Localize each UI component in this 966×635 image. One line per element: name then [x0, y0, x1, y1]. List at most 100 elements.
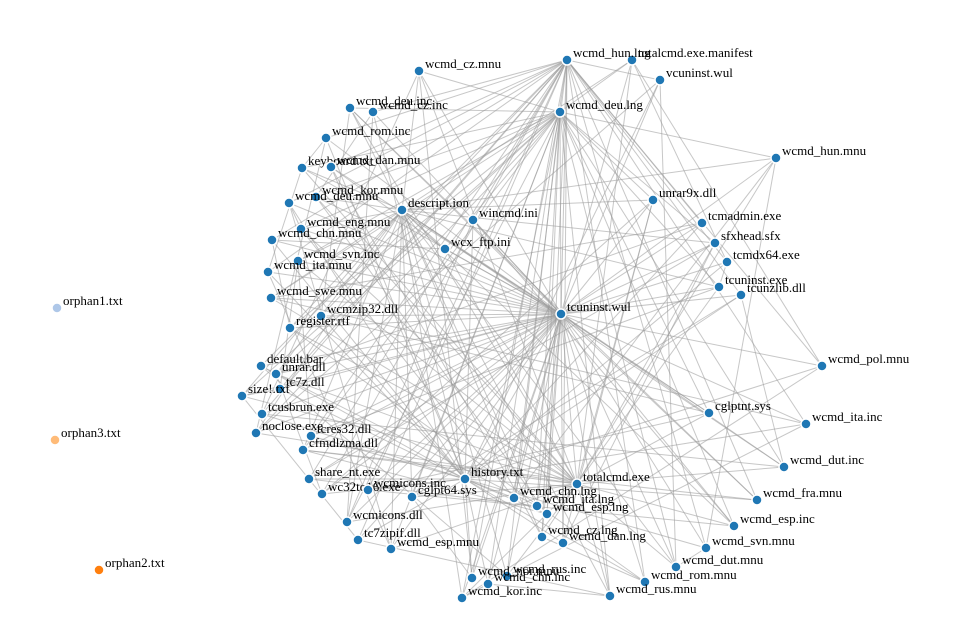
graph-node[interactable]: totalcmd.exe	[571, 469, 650, 490]
node-dot[interactable]	[466, 572, 478, 584]
node-dot[interactable]	[482, 578, 494, 590]
node-dot[interactable]	[778, 461, 790, 473]
node-dot[interactable]	[555, 308, 567, 320]
node-dot[interactable]	[352, 534, 364, 546]
graph-node[interactable]: wcmd_dut.inc	[778, 452, 864, 473]
graph-node[interactable]: wcmd_kor.mnu	[310, 182, 404, 203]
node-dot[interactable]	[315, 310, 327, 322]
node-dot[interactable]	[385, 543, 397, 555]
node-dot[interactable]	[250, 427, 262, 439]
graph-node[interactable]: noclose.exe	[250, 418, 323, 439]
graph-node[interactable]: totalcmd.exe.manifest	[626, 45, 753, 66]
graph-node[interactable]: wcmd_cz.mnu	[413, 56, 502, 77]
graph-node[interactable]: wcmd_eng.mnu	[295, 214, 391, 235]
graph-node[interactable]: wcmd_hun.mnu	[770, 143, 867, 164]
graph-node[interactable]: wcmzip32.dll	[315, 301, 399, 322]
node-dot[interactable]	[325, 161, 337, 173]
graph-node[interactable]: wcmd_kor.inc	[456, 583, 542, 604]
graph-node[interactable]: wcmd_esp.lng	[541, 499, 629, 520]
node-dot[interactable]	[320, 132, 332, 144]
graph-node[interactable]: unrar.dll	[270, 359, 326, 380]
graph-node[interactable]: wcmd_chn.lng	[508, 483, 597, 504]
node-dot[interactable]	[266, 234, 278, 246]
graph-node[interactable]: wcmd_rus.mnu	[604, 581, 697, 602]
node-dot[interactable]	[700, 542, 712, 554]
node-dot[interactable]	[639, 576, 651, 588]
node-dot[interactable]	[439, 243, 451, 255]
graph-node[interactable]: descript.ion	[396, 195, 470, 216]
node-dot[interactable]	[721, 256, 733, 268]
graph-node[interactable]: wcmd_nor.mnu	[466, 563, 560, 584]
node-dot[interactable]	[265, 292, 277, 304]
node-dot[interactable]	[406, 491, 418, 503]
node-dot[interactable]	[696, 217, 708, 229]
node-dot[interactable]	[554, 106, 566, 118]
graph-node[interactable]: wcmd_hun.lng	[561, 45, 651, 66]
node-dot[interactable]	[316, 488, 328, 500]
graph-node[interactable]: wcmd_swe.mnu	[265, 283, 362, 304]
node-dot[interactable]	[396, 204, 408, 216]
graph-node[interactable]: sfxhead.sfx	[709, 228, 781, 249]
node-dot[interactable]	[770, 152, 782, 164]
graph-node[interactable]: wcx_ftp.ini	[439, 234, 511, 255]
node-dot[interactable]	[670, 561, 682, 573]
graph-node[interactable]: wcmd_dut.mnu	[670, 552, 764, 573]
node-dot[interactable]	[735, 289, 747, 301]
graph-node[interactable]: size!.txt	[236, 381, 290, 402]
node-dot[interactable]	[344, 102, 356, 114]
graph-node[interactable]: tcunzlib.dll	[735, 280, 806, 301]
graph-node[interactable]: wcmd_cz.inc	[367, 97, 448, 118]
node-dot[interactable]	[459, 473, 471, 485]
graph-node[interactable]: wcmd_fra.mnu	[751, 485, 843, 506]
node-dot[interactable]	[270, 368, 282, 380]
node-dot[interactable]	[709, 237, 721, 249]
node-dot[interactable]	[341, 516, 353, 528]
node-dot[interactable]	[93, 564, 105, 576]
node-dot[interactable]	[310, 191, 322, 203]
node-dot[interactable]	[467, 214, 479, 226]
graph-node[interactable]: wcmicons.dll	[341, 507, 423, 528]
graph-node[interactable]: cglptnt.sys	[703, 398, 771, 419]
graph-node[interactable]: wcmd_rus.inc	[501, 561, 587, 582]
node-dot[interactable]	[255, 360, 267, 372]
graph-node[interactable]: wincmd.ini	[467, 205, 538, 226]
graph-node[interactable]: wcmd_esp.inc	[728, 511, 815, 532]
node-dot[interactable]	[541, 508, 553, 520]
node-dot[interactable]	[274, 383, 286, 395]
graph-node[interactable]: orphan2.txt	[93, 555, 165, 576]
node-dot[interactable]	[536, 531, 548, 543]
graph-node[interactable]: default.bar	[255, 351, 324, 372]
node-dot[interactable]	[283, 197, 295, 209]
graph-node[interactable]: wcmd_ita.inc	[800, 409, 883, 430]
node-dot[interactable]	[262, 266, 274, 278]
graph-node[interactable]: register.rtf	[284, 313, 350, 334]
node-dot[interactable]	[501, 570, 513, 582]
graph-node[interactable]: tcres32.dll	[305, 421, 372, 442]
graph-node[interactable]: tc7z.dll	[274, 374, 325, 395]
graph-node[interactable]: cglpt64.sys	[406, 482, 477, 503]
graph-node[interactable]: unrar9x.dll	[647, 185, 717, 206]
node-dot[interactable]	[703, 407, 715, 419]
node-dot[interactable]	[531, 500, 543, 512]
graph-node[interactable]: wcmd_cz.lng	[536, 522, 618, 543]
node-dot[interactable]	[456, 592, 468, 604]
node-dot[interactable]	[728, 520, 740, 532]
node-dot[interactable]	[413, 65, 425, 77]
graph-node[interactable]: wcmd_dan.lng	[557, 528, 646, 549]
node-dot[interactable]	[292, 255, 304, 267]
node-dot[interactable]	[305, 430, 317, 442]
node-dot[interactable]	[51, 302, 63, 314]
node-dot[interactable]	[647, 194, 659, 206]
node-dot[interactable]	[571, 478, 583, 490]
node-dot[interactable]	[284, 322, 296, 334]
graph-node[interactable]: wcmd_ita.mnu	[262, 257, 352, 278]
graph-node[interactable]: wcmd_rom.mnu	[639, 567, 737, 588]
graph-node[interactable]: vcuninst.wul	[654, 65, 733, 86]
node-dot[interactable]	[800, 418, 812, 430]
graph-node[interactable]: wcmicons.inc	[362, 475, 446, 496]
graph-node[interactable]: wcmd_rom.inc	[320, 123, 411, 144]
graph-node[interactable]: tcmdx64.exe	[721, 247, 800, 268]
node-dot[interactable]	[626, 54, 638, 66]
node-dot[interactable]	[295, 223, 307, 235]
graph-node[interactable]: wcmd_svn.inc	[292, 246, 380, 267]
